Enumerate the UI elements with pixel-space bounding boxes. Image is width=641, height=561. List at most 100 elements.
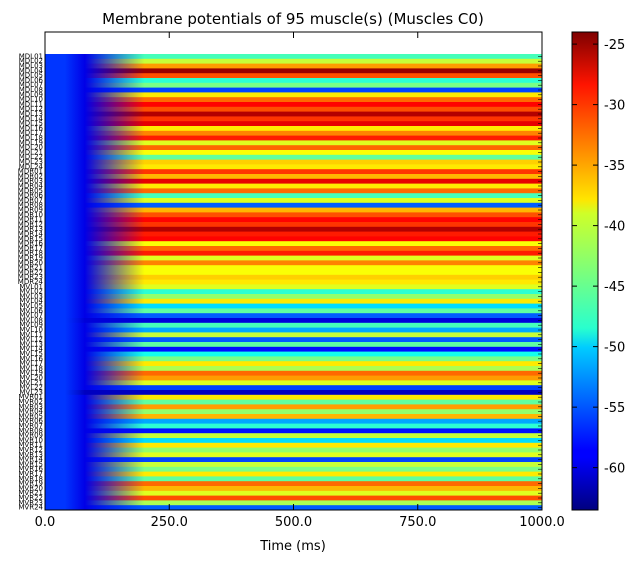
heatmap-row-mdr24 xyxy=(45,279,542,285)
heatmap-row-mvl01 xyxy=(45,284,542,290)
y-tick-label: MVL07 xyxy=(19,312,43,320)
heatmap-row-mdl10 xyxy=(45,97,542,103)
y-tick-label: MDL08 xyxy=(19,86,43,94)
heatmap-row-mdl11 xyxy=(45,102,542,108)
heatmap-row-mdl03 xyxy=(45,63,542,69)
y-tick-label: MVR17 xyxy=(18,470,43,478)
heatmap-row-mvl13 xyxy=(45,342,542,348)
y-tick-label: MVL11 xyxy=(19,331,43,339)
y-tick-label: MDL06 xyxy=(19,76,44,84)
heatmap-row-mdr22 xyxy=(45,270,542,276)
y-tick-label: MVL04 xyxy=(19,297,43,305)
y-tick-label: MVL01 xyxy=(19,283,43,291)
heatmap-row-mdr18 xyxy=(45,250,542,256)
y-tick-label: MDL04 xyxy=(19,67,44,75)
heatmap-row-mvr02 xyxy=(45,399,542,405)
y-tick-label: MDL07 xyxy=(19,81,43,89)
y-tick-label: MVR21 xyxy=(18,489,43,497)
y-tick-label: MVL20 xyxy=(19,374,43,382)
y-tick-label: MVR09 xyxy=(18,432,43,440)
y-tick-label: MVL19 xyxy=(19,369,43,377)
y-tick-label: MVL10 xyxy=(19,326,43,334)
y-tick-label: MDR11 xyxy=(18,216,43,224)
y-tick-label: MVL15 xyxy=(19,350,43,358)
heatmap-row-mvr14 xyxy=(45,457,542,463)
heatmap-row-mvr12 xyxy=(45,447,542,453)
heatmap-row-mdr04 xyxy=(45,183,542,189)
y-tick-label: MDR08 xyxy=(18,201,43,209)
y-tick-label: MVL08 xyxy=(19,316,43,324)
y-tick-label: MDR23 xyxy=(18,273,43,281)
x-tick-label: 0.0 xyxy=(35,515,56,530)
heatmap-row-mvl09 xyxy=(45,322,542,328)
heatmap-row-mvl07 xyxy=(45,313,542,319)
y-tick-label: MDR18 xyxy=(18,249,43,257)
y-tick-label: MDR02 xyxy=(18,172,43,180)
heatmap-row-mdr23 xyxy=(45,274,542,280)
y-tick-label: MVL17 xyxy=(19,360,43,368)
y-tick-label: MDR13 xyxy=(18,225,43,233)
heatmap-row-mvr13 xyxy=(45,452,542,458)
heatmap-row-mdl23 xyxy=(45,159,542,165)
heatmap-row-mdr16 xyxy=(45,241,542,247)
y-tick-label: MDL01 xyxy=(19,52,43,60)
colorbar-tick-label: -30 xyxy=(604,99,625,114)
y-tick-label: MDL10 xyxy=(19,96,43,104)
y-tick-label: MVL14 xyxy=(19,345,43,353)
y-tick-label: MDR22 xyxy=(18,268,43,276)
y-tick-label: MVR15 xyxy=(18,460,43,468)
y-tick-label: MVL05 xyxy=(19,302,43,310)
y-tick-label: MVR22 xyxy=(18,494,43,502)
x-tick-label: 250.0 xyxy=(151,515,188,530)
heatmap-row-mdr01 xyxy=(45,169,542,175)
heatmap-plot xyxy=(44,31,543,511)
heatmap-row-mvr18 xyxy=(45,476,542,482)
y-tick-label: MVL22 xyxy=(19,384,43,392)
heatmap-row-mvl14 xyxy=(45,346,542,352)
heatmap-row-mdr20 xyxy=(45,260,542,266)
heatmap-row-mvl18 xyxy=(45,366,542,372)
heatmap-row-mdl22 xyxy=(45,154,542,160)
heatmap-row-mvl12 xyxy=(45,337,542,343)
heatmap-row-mdl16 xyxy=(45,126,542,132)
y-tick-label: MVR14 xyxy=(18,456,43,464)
y-tick-label: MDR07 xyxy=(18,196,43,204)
heatmap-row-mdr05 xyxy=(45,188,542,194)
y-tick-label: MVR08 xyxy=(18,427,43,435)
y-tick-label: MVR10 xyxy=(18,436,43,444)
heatmap-row-mdr03 xyxy=(45,178,542,184)
y-tick-label: MDL11 xyxy=(19,100,43,108)
heatmap-row-mdl05 xyxy=(45,73,542,79)
y-tick-label: MVL21 xyxy=(19,379,43,387)
heatmap-row-mvl23 xyxy=(45,390,542,396)
heatmap-row-mdr10 xyxy=(45,212,542,218)
heatmap-row-mvr06 xyxy=(45,418,542,424)
heatmap-row-mdl02 xyxy=(45,58,542,64)
y-tick-label: MVR03 xyxy=(18,403,43,411)
heatmap-row-mvl20 xyxy=(45,375,542,381)
y-tick-label: MDL19 xyxy=(19,139,43,147)
heatmap-row-mdl15 xyxy=(45,121,542,127)
heatmap-row-mdr11 xyxy=(45,217,542,223)
heatmap-row-mdl07 xyxy=(45,82,542,88)
heatmap-row-mvr10 xyxy=(45,438,542,444)
y-tick-label: MVR20 xyxy=(18,484,43,492)
heatmap-row-mvr09 xyxy=(45,433,542,439)
heatmap-row-mdl09 xyxy=(45,92,542,98)
heatmap-row-mdr02 xyxy=(45,174,542,180)
y-tick-label: MDR16 xyxy=(18,240,44,248)
y-tick-label: MDR12 xyxy=(18,220,43,228)
y-tick-label: MVL16 xyxy=(19,355,43,363)
y-tick-label: MDL18 xyxy=(19,134,43,142)
y-tick-label: MDR06 xyxy=(18,192,44,200)
y-tick-label: MVR04 xyxy=(18,408,43,416)
y-tick-label: MDR15 xyxy=(18,235,43,243)
y-tick-label: MDL12 xyxy=(19,105,43,113)
y-tick-label: MVR05 xyxy=(18,412,43,420)
y-tick-label: MDL02 xyxy=(19,57,43,65)
heatmap-row-mvl19 xyxy=(45,370,542,376)
x-axis-ticks: 0.0 250.0 500.0 750.0 1000.0 xyxy=(35,32,565,530)
heatmap-row-mdl13 xyxy=(45,111,542,117)
y-tick-label: MDL13 xyxy=(19,110,43,118)
